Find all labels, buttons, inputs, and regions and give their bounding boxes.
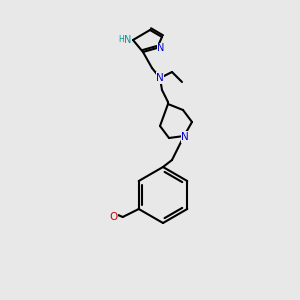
Text: N: N (181, 132, 189, 142)
Text: N: N (157, 43, 165, 53)
Text: H: H (118, 35, 124, 44)
Text: O: O (110, 212, 118, 222)
Text: N: N (156, 73, 164, 83)
Text: N: N (124, 35, 132, 45)
